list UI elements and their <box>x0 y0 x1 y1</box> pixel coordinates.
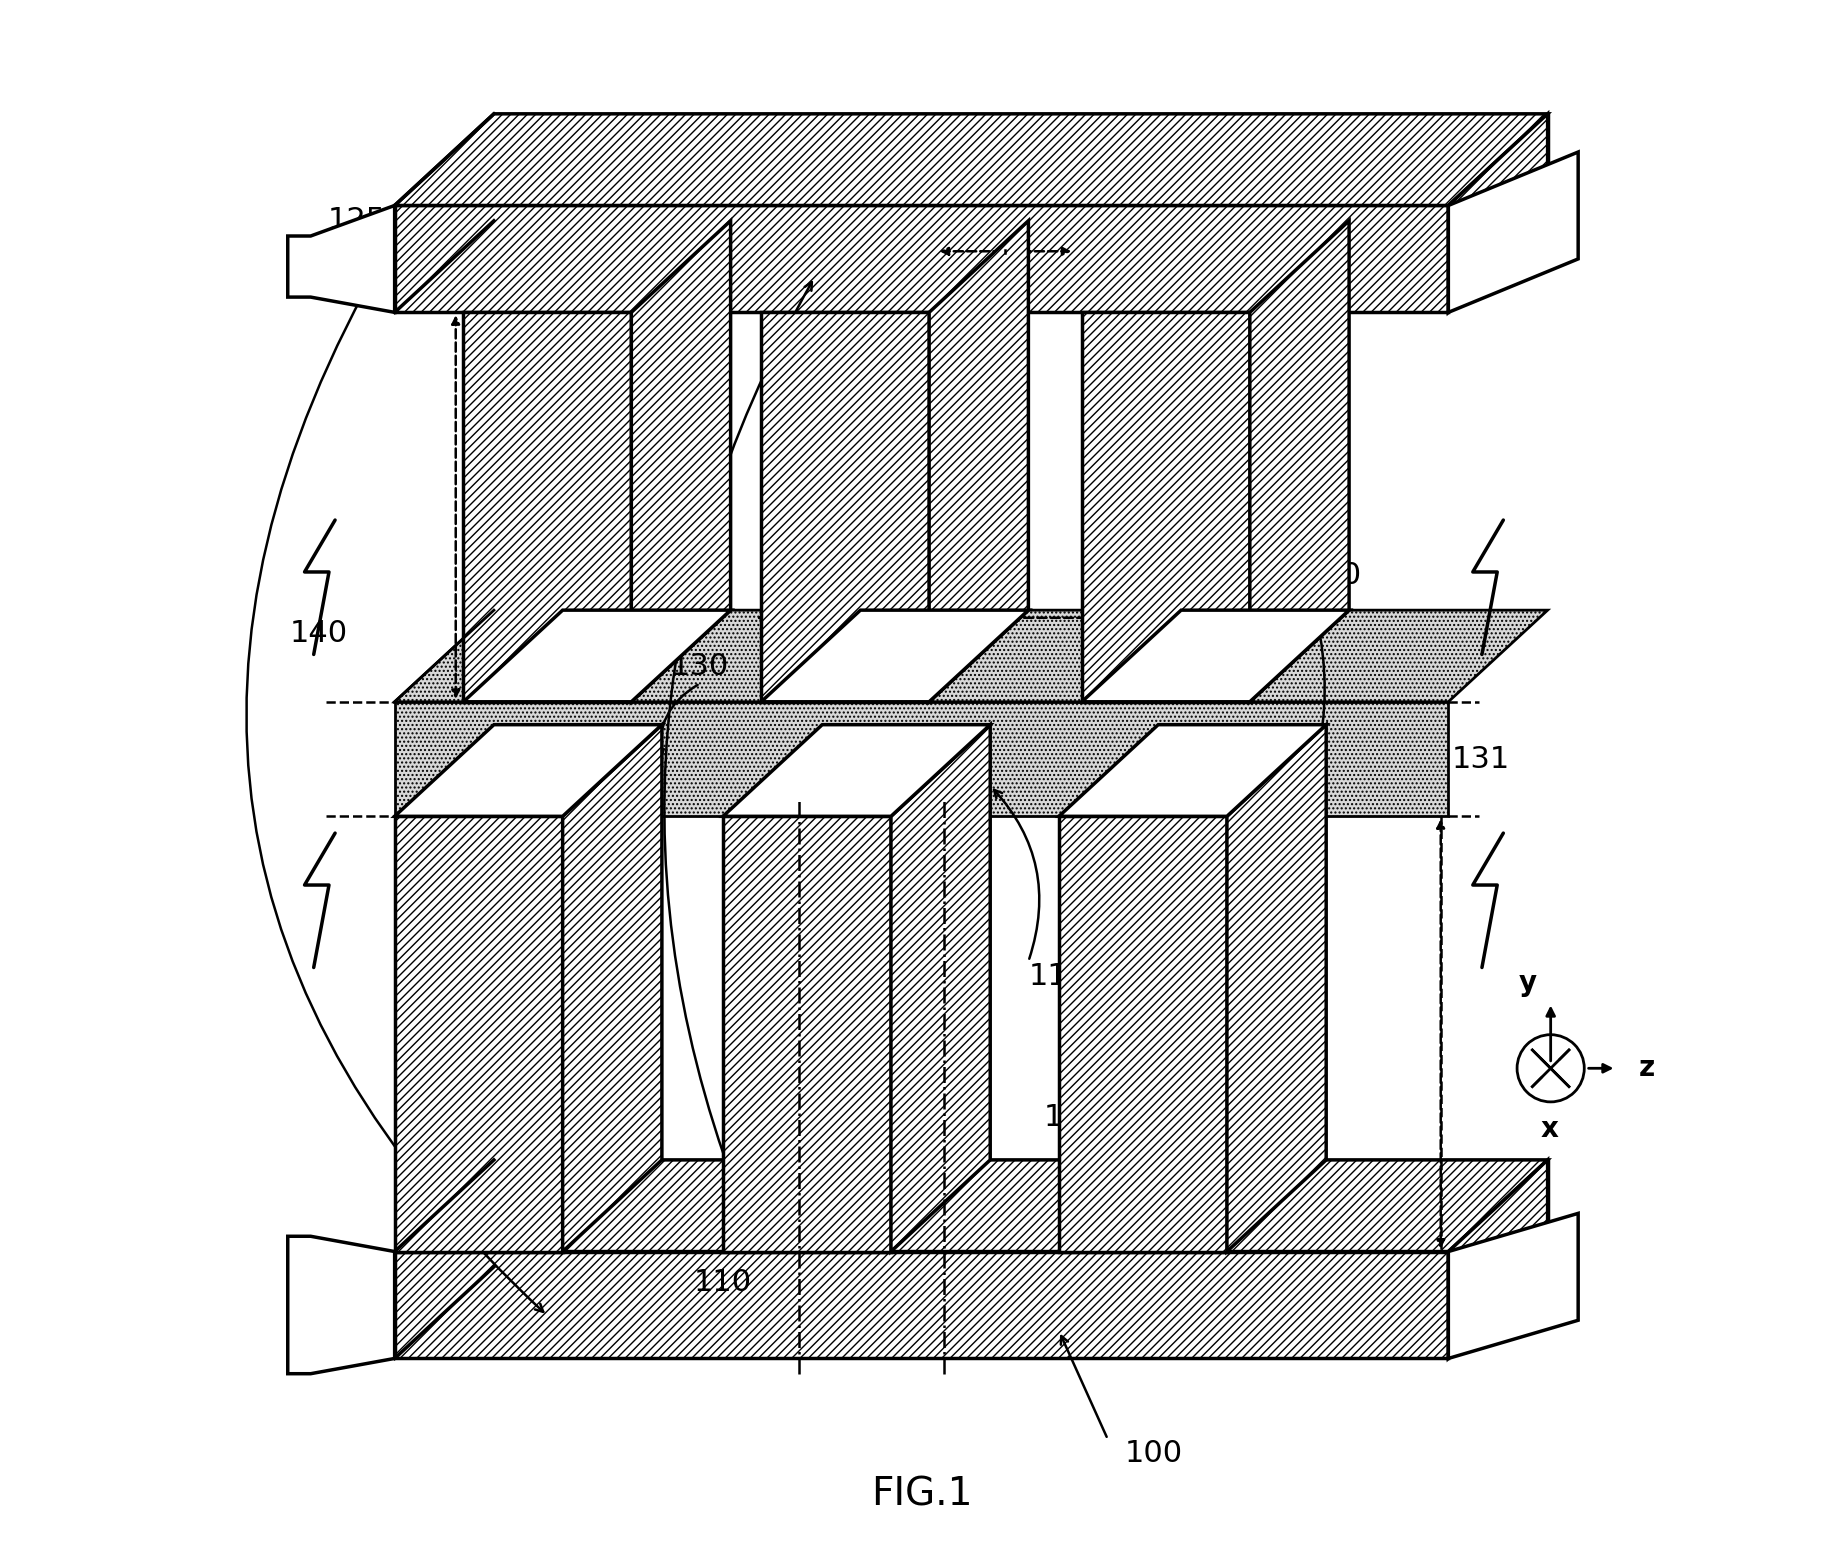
Text: 110: 110 <box>695 1268 752 1296</box>
Text: z: z <box>1638 1054 1655 1082</box>
Polygon shape <box>1082 313 1250 701</box>
Text: 111: 111 <box>785 942 844 971</box>
Polygon shape <box>394 817 562 1251</box>
Polygon shape <box>722 724 990 817</box>
Polygon shape <box>722 817 890 1251</box>
Polygon shape <box>1449 153 1578 313</box>
Polygon shape <box>394 610 1548 701</box>
Polygon shape <box>394 205 1449 313</box>
Polygon shape <box>394 114 1548 205</box>
Polygon shape <box>1449 1160 1548 1359</box>
Text: 121: 121 <box>874 530 933 559</box>
Polygon shape <box>761 313 929 701</box>
Text: 125: 125 <box>328 206 385 236</box>
Text: 130: 130 <box>671 652 730 681</box>
Polygon shape <box>494 114 1548 220</box>
Polygon shape <box>1082 610 1349 701</box>
Polygon shape <box>1060 724 1327 817</box>
Text: 112: 112 <box>411 1000 470 1029</box>
Text: 131: 131 <box>1452 746 1509 774</box>
Text: 115: 115 <box>1028 962 1087 991</box>
Text: 100: 100 <box>1124 1439 1183 1467</box>
Text: FIG.1: FIG.1 <box>870 1475 973 1513</box>
Polygon shape <box>288 1236 394 1373</box>
Polygon shape <box>394 1160 1548 1251</box>
Polygon shape <box>761 610 1028 701</box>
Polygon shape <box>394 724 662 817</box>
Polygon shape <box>1449 1213 1578 1359</box>
Polygon shape <box>1060 817 1227 1251</box>
Polygon shape <box>494 1160 1548 1267</box>
Polygon shape <box>1227 724 1327 1251</box>
Polygon shape <box>929 220 1028 701</box>
Text: 140: 140 <box>289 618 346 647</box>
Polygon shape <box>463 313 632 701</box>
Text: x: x <box>1541 1116 1557 1143</box>
Polygon shape <box>1449 114 1548 313</box>
Polygon shape <box>288 205 394 313</box>
Text: 116: 116 <box>1043 1103 1102 1131</box>
Polygon shape <box>562 724 662 1251</box>
Text: 120: 120 <box>1303 561 1362 590</box>
Polygon shape <box>394 1251 1449 1359</box>
Polygon shape <box>632 220 730 701</box>
Polygon shape <box>890 724 990 1251</box>
Polygon shape <box>463 610 730 701</box>
Polygon shape <box>394 701 1449 817</box>
Polygon shape <box>1250 220 1349 701</box>
Text: y: y <box>1519 969 1537 997</box>
